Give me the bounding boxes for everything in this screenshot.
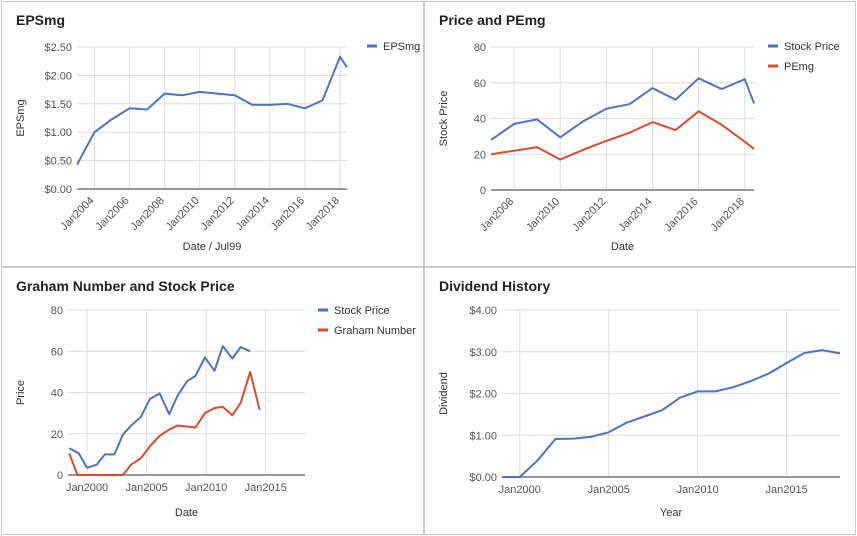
y-tick-label: $2.00 [44,70,72,82]
x-tick-label: Jan2005 [588,484,630,496]
chart-title: Price and PEmg [439,12,546,28]
x-axis-label: Year [660,507,683,519]
x-tick-label: Jan2010 [524,196,562,234]
legend-label: Stock Price [334,305,390,317]
y-tick-label: 80 [51,305,63,317]
y-tick-label: $1.50 [44,99,72,111]
y-tick-label: $0.00 [469,472,497,484]
legend-label: PEmg [784,61,814,73]
y-tick-label: $0.50 [44,156,72,168]
series-line [490,77,755,141]
y-tick-label: $1.00 [469,430,497,442]
series-line [502,349,841,478]
x-axis-label: Date [611,241,634,253]
y-tick-label: $0.00 [44,184,72,196]
dividend-chart: $0.00 $1.00 $2.00 $3.00 $4.00 Jan2000 Jan2005 J… [438,305,841,519]
y-tick-label: 20 [474,149,486,161]
series-line [490,110,755,161]
chart-title: Graham Number and Stock Price [16,278,235,294]
series-line [76,55,348,166]
series-line [68,345,251,469]
x-tick-label: Jan2012 [199,195,237,233]
chart-panel-price-pemg: Price and PEmg 0 20 40 60 80 Jan2008 Jan2010 Ja… [424,1,856,267]
y-tick-label: $2.50 [44,42,72,54]
x-tick-label: Jan2005 [125,482,167,494]
x-tick-label: Jan2006 [93,195,131,233]
x-axis-label: Date [175,507,198,519]
x-tick-label: Jan2008 [128,195,166,233]
y-tick-label: 40 [474,114,486,126]
x-tick-label: Jan2014 [234,195,272,233]
x-tick-label: Jan2010 [677,484,719,496]
y-tick-label: 40 [51,388,63,400]
chart-panel-graham: Graham Number and Stock Price 0 20 40 60 80 J… [1,267,424,535]
y-tick-label: 60 [474,78,486,90]
y-tick-label: $3.00 [469,347,497,359]
y-tick-label: 0 [57,470,63,482]
graham-chart: 0 20 40 60 80 Jan2000 Jan2005 Jan2010 Jan2015 Dat… [15,305,416,519]
y-tick-label: $2.00 [469,389,497,401]
y-axis-label: Stock Price [438,91,450,147]
legend-label: EPSmg [383,41,420,53]
y-tick-label: 20 [51,429,63,441]
y-tick-label: $1.00 [44,127,72,139]
y-tick-label: 80 [474,42,486,54]
chart-title: Dividend History [439,278,551,294]
x-tick-label: Jan2010 [185,482,227,494]
x-tick-label: Jan2010 [164,195,202,233]
y-tick-label: $4.00 [469,305,497,317]
x-tick-label: Jan2016 [269,195,307,233]
y-axis-label: Price [15,380,27,405]
y-axis-label: EPSmg [15,99,27,136]
legend-label: Graham Number [334,325,416,337]
x-tick-label: Jan2015 [245,482,287,494]
epsmg-chart: $0.00$0.50$1.00$1.50$2.00$2.50Jan2004Jan… [15,41,420,253]
x-tick-label: Jan2004 [58,195,96,233]
x-tick-label: Jan2012 [570,196,608,234]
x-tick-label: Jan2014 [616,196,654,234]
x-tick-label: Jan2018 [304,195,342,233]
legend-label: Stock Price [784,41,840,53]
series-line [68,370,261,476]
x-tick-label: Jan2000 [66,482,108,494]
x-axis-label: Date / Jul99 [183,241,242,253]
chart-panel-dividend: Dividend History $0.00 $1.00 $2.00 $3.00 $4.… [424,267,856,535]
x-tick-label: Jan2008 [478,196,516,234]
y-axis-label: Dividend [438,372,450,415]
y-tick-label: 60 [51,346,63,358]
x-tick-label: Jan2018 [709,196,747,234]
chart-panel-epsmg: EPSmg $0.00 $0.50 $1.00 $1.50 $2.00 $2.50 Jan2… [1,1,424,267]
x-tick-label: Jan2016 [662,196,700,234]
x-tick-label: Jan2000 [499,484,541,496]
x-tick-label: Jan2015 [766,484,808,496]
chart-title: EPSmg [16,12,66,28]
y-tick-label: 0 [480,185,486,197]
